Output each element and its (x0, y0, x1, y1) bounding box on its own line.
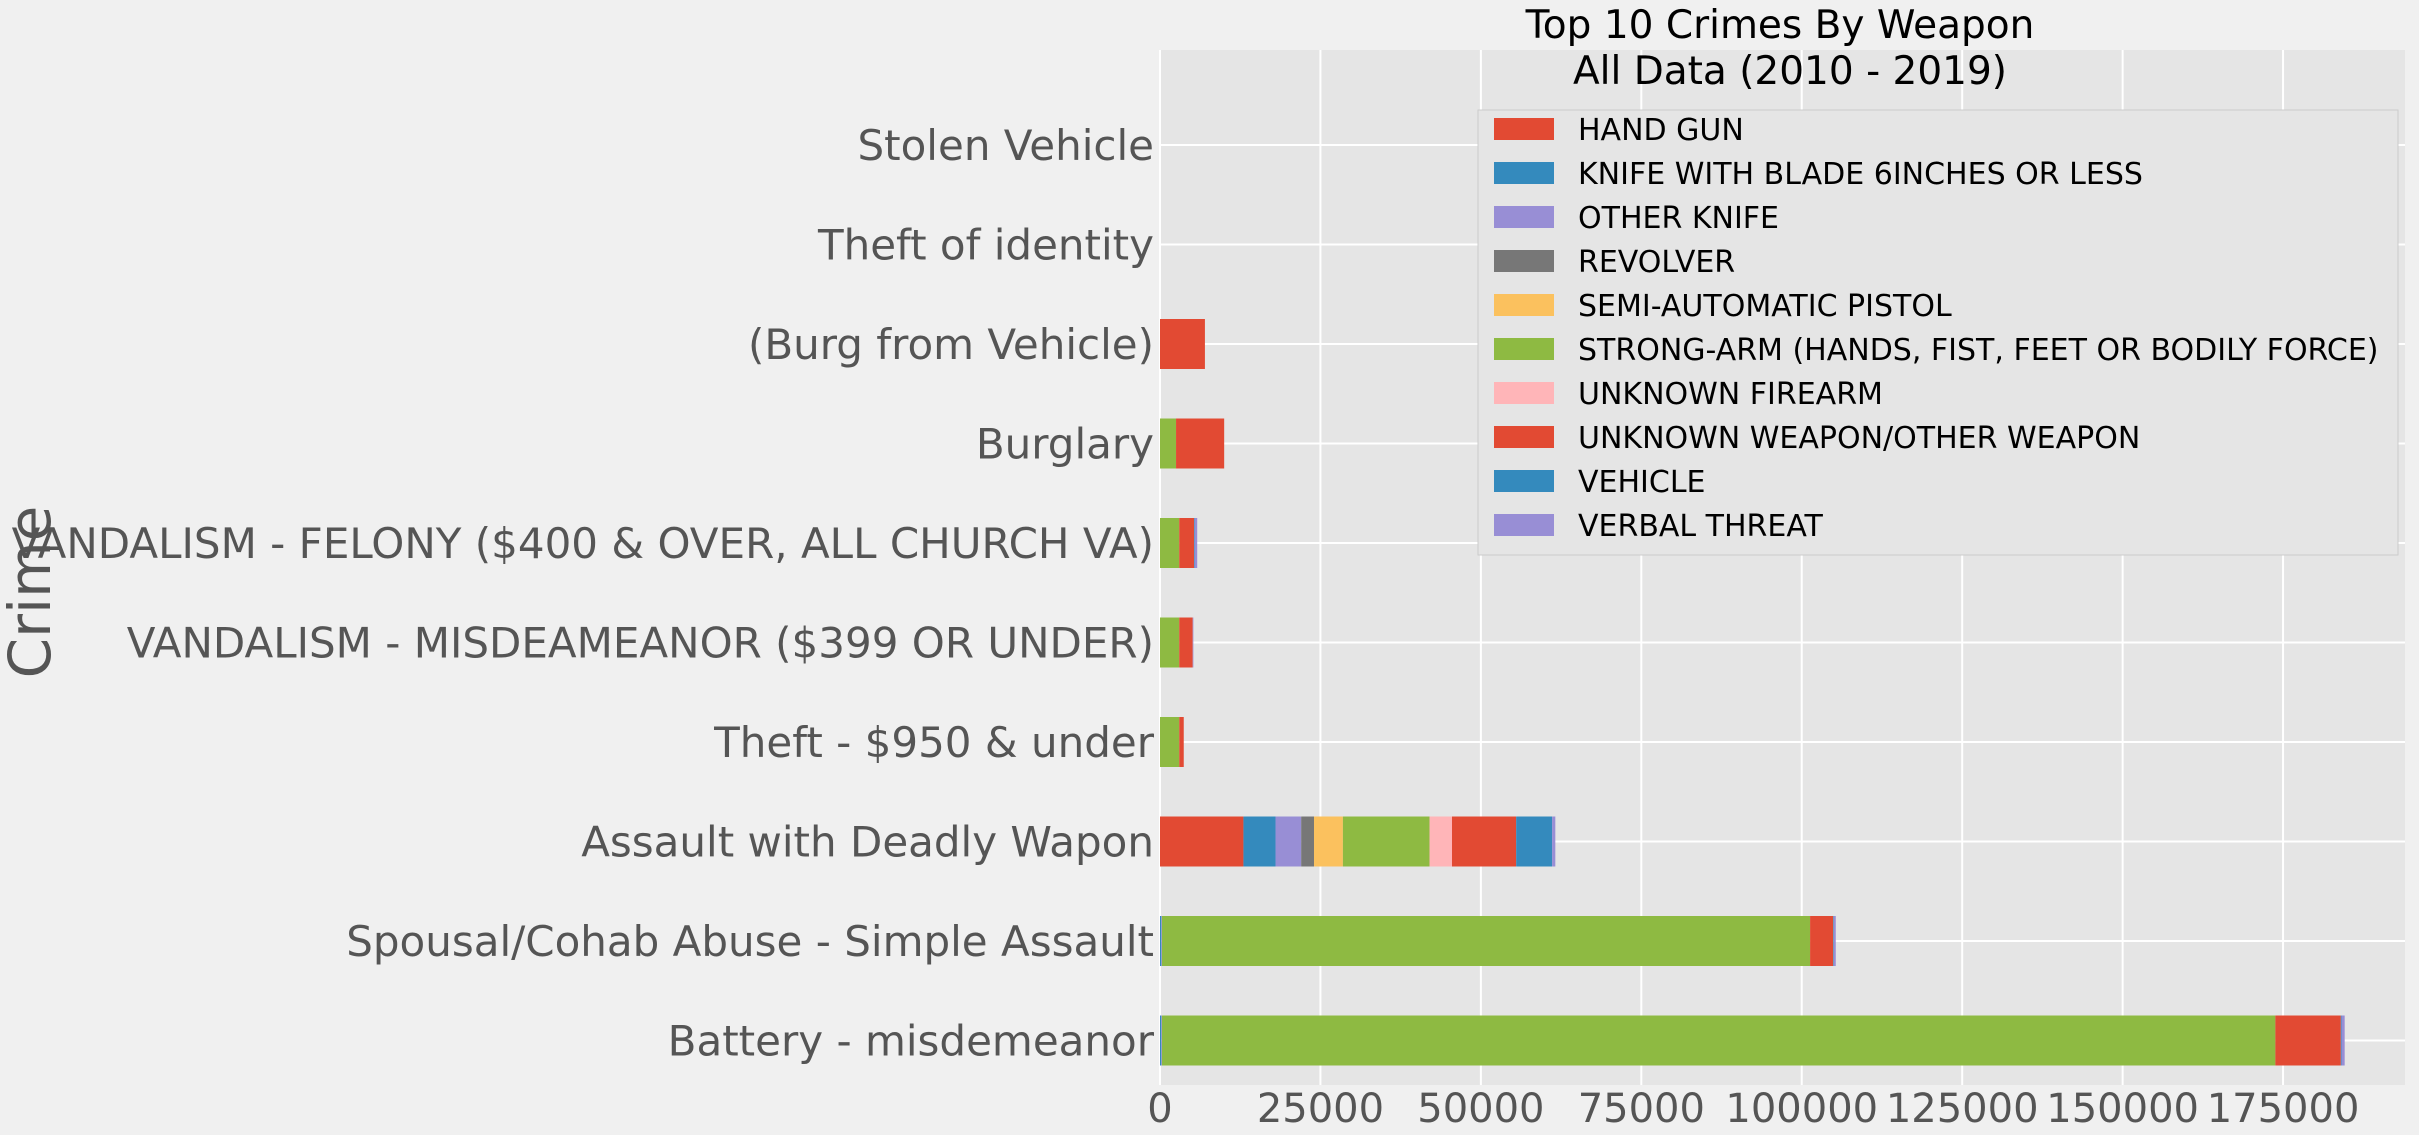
bar-segment (1451, 816, 1517, 867)
bar-segment (1810, 916, 1834, 966)
x-tick-label: 150000 (2046, 1086, 2199, 1132)
chart-title-line-1: Top 10 Crimes By Weapon (1525, 3, 2035, 48)
bar-segment (1176, 418, 1225, 469)
bar-segment (1161, 916, 1811, 966)
y-tick-label: Battery - misdemeanor (668, 1017, 1155, 1066)
bar-segment (1160, 717, 1180, 767)
y-tick-label: Theft - $950 & under (713, 718, 1155, 767)
bar-segment (1160, 1015, 1162, 1066)
legend: HAND GUN KNIFE WITH BLADE 6INCHES OR LESS… (1477, 109, 2399, 556)
y-tick-label: Theft of identity (817, 221, 1154, 270)
bar-segment (1160, 816, 1244, 867)
y-tick-labels: Stolen Vehicle Theft of identity (Burg fro… (12, 121, 1155, 1066)
bar-segment (1194, 518, 1198, 568)
x-tick-label: 125000 (1886, 1086, 2039, 1132)
y-axis-label: Crime (0, 506, 64, 679)
x-tick-label: 100000 (1725, 1086, 1878, 1132)
bar-segment (1179, 617, 1193, 668)
bar-segment (1194, 518, 1195, 568)
legend-swatch (1494, 118, 1554, 140)
bar-segment (1160, 319, 1205, 369)
y-tick-label: Burglary (976, 420, 1154, 469)
legend-label: HAND GUN (1578, 113, 1744, 148)
legend-label: UNKNOWN FIREARM (1578, 377, 1883, 412)
y-tick-label: (Burg from Vehicle) (748, 320, 1154, 369)
x-tick-label: 75000 (1578, 1086, 1705, 1132)
legend-swatch (1494, 162, 1554, 184)
legend-label: REVOLVER (1578, 245, 1735, 280)
legend-swatch (1494, 470, 1554, 492)
x-tick-label: 175000 (2207, 1086, 2360, 1132)
bar-segment (1301, 816, 1315, 867)
legend-swatch (1494, 294, 1554, 316)
bar-segment (1243, 816, 1276, 867)
y-tick-label: VANDALISM - FELONY ($400 & OVER, ALL CHU… (12, 519, 1154, 568)
y-tick-label: Assault with Deadly Wapon (581, 818, 1154, 867)
bar-segment (1161, 1015, 1162, 1066)
bar-segment (2340, 1015, 2342, 1066)
y-tick-label: Stolen Vehicle (857, 121, 1154, 170)
legend-swatch (1494, 382, 1554, 404)
bar-segment (1160, 916, 1162, 966)
bar-segment (1160, 617, 1180, 668)
bar-segment (1161, 916, 1162, 966)
bar-segment (1314, 816, 1343, 867)
bar-segment (1552, 816, 1556, 867)
bar-segment (1429, 816, 1452, 867)
legend-label: SEMI-AUTOMATIC PISTOL (1578, 289, 1952, 324)
y-tick-label: VANDALISM - MISDEAMEANOR ($399 OR UNDER) (127, 619, 1154, 668)
legend-swatch (1494, 206, 1554, 228)
bar-segment (1516, 816, 1553, 867)
bar-segment (1160, 418, 1177, 469)
bars (1160, 319, 2345, 1066)
legend-label: VEHICLE (1578, 465, 1706, 500)
bar-segment (2275, 1015, 2341, 1066)
bar-segment (1179, 717, 1184, 767)
bar-segment (1160, 518, 1180, 568)
legend-label: STRONG-ARM (HANDS, FIST, FEET OR BODILY … (1578, 333, 2379, 368)
x-tick-label: 50000 (1417, 1086, 1544, 1132)
bar-segment (1275, 816, 1302, 867)
bar-segment (1192, 617, 1194, 668)
y-tick-label: Spousal/Cohab Abuse - Simple Assault (346, 917, 1154, 966)
legend-swatch (1494, 426, 1554, 448)
legend-swatch (1494, 338, 1554, 360)
x-tick-label: 0 (1147, 1086, 1172, 1132)
legend-swatch (1494, 514, 1554, 536)
chart-title-line-2: All Data (2010 - 2019) (1573, 49, 2007, 94)
bar-segment (1342, 816, 1430, 867)
legend-label: KNIFE WITH BLADE 6INCHES OR LESS (1578, 157, 2143, 192)
bar-segment (1833, 916, 1836, 966)
bar-segment (1833, 916, 1834, 966)
legend-label: OTHER KNIFE (1578, 201, 1779, 236)
bar-segment (1179, 518, 1195, 568)
x-tick-labels: 0 25000 50000 75000 100000 125000 150000 175000 (1147, 1086, 2359, 1132)
legend-label: UNKNOWN WEAPON/OTHER WEAPON (1578, 421, 2140, 456)
x-tick-label: 25000 (1257, 1086, 1384, 1132)
bar-segment (1161, 1015, 2276, 1066)
bar-segment (2341, 1015, 2345, 1066)
legend-swatch (1494, 250, 1554, 272)
legend-box (1477, 109, 2399, 556)
legend-label: VERBAL THREAT (1578, 509, 1824, 544)
